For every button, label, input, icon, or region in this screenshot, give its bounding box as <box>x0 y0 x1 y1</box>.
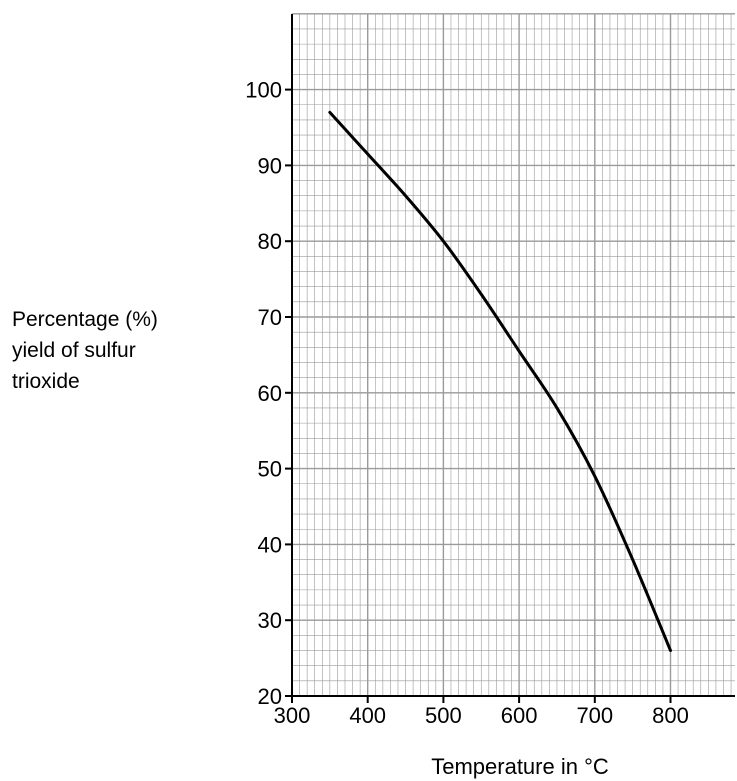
series-layer <box>328 110 672 653</box>
x-tick-label: 800 <box>652 703 689 728</box>
grid <box>291 13 735 697</box>
tick-labels: 20 30 40 50 60 70 80 90 100 300 400 500 600 700 800 <box>245 78 689 728</box>
x-tick-label: 300 <box>274 703 311 728</box>
y-axis-label-line-1: Percentage (%) <box>12 308 158 331</box>
y-tick-label: 100 <box>245 78 282 103</box>
x-tick-label: 700 <box>576 703 613 728</box>
axes <box>285 14 735 703</box>
x-tick-label: 600 <box>501 703 538 728</box>
y-tick-label: 60 <box>258 381 282 406</box>
y-tick-label: 50 <box>258 457 282 482</box>
y-tick-label: 20 <box>258 684 282 709</box>
y-axis-label-line-2: yield of sulfur <box>12 339 136 362</box>
y-tick-label: 40 <box>258 532 282 557</box>
y-tick-label: 30 <box>258 608 282 633</box>
y-tick-label: 80 <box>258 229 282 254</box>
y-tick-label: 70 <box>258 305 282 330</box>
y-tick-label: 90 <box>258 153 282 178</box>
x-tick-label: 400 <box>349 703 386 728</box>
series-line <box>328 110 672 653</box>
x-axis-label: Temperature in °C <box>431 754 609 779</box>
y-axis-label-line-3: trioxide <box>12 370 80 393</box>
x-tick-label: 500 <box>425 703 462 728</box>
